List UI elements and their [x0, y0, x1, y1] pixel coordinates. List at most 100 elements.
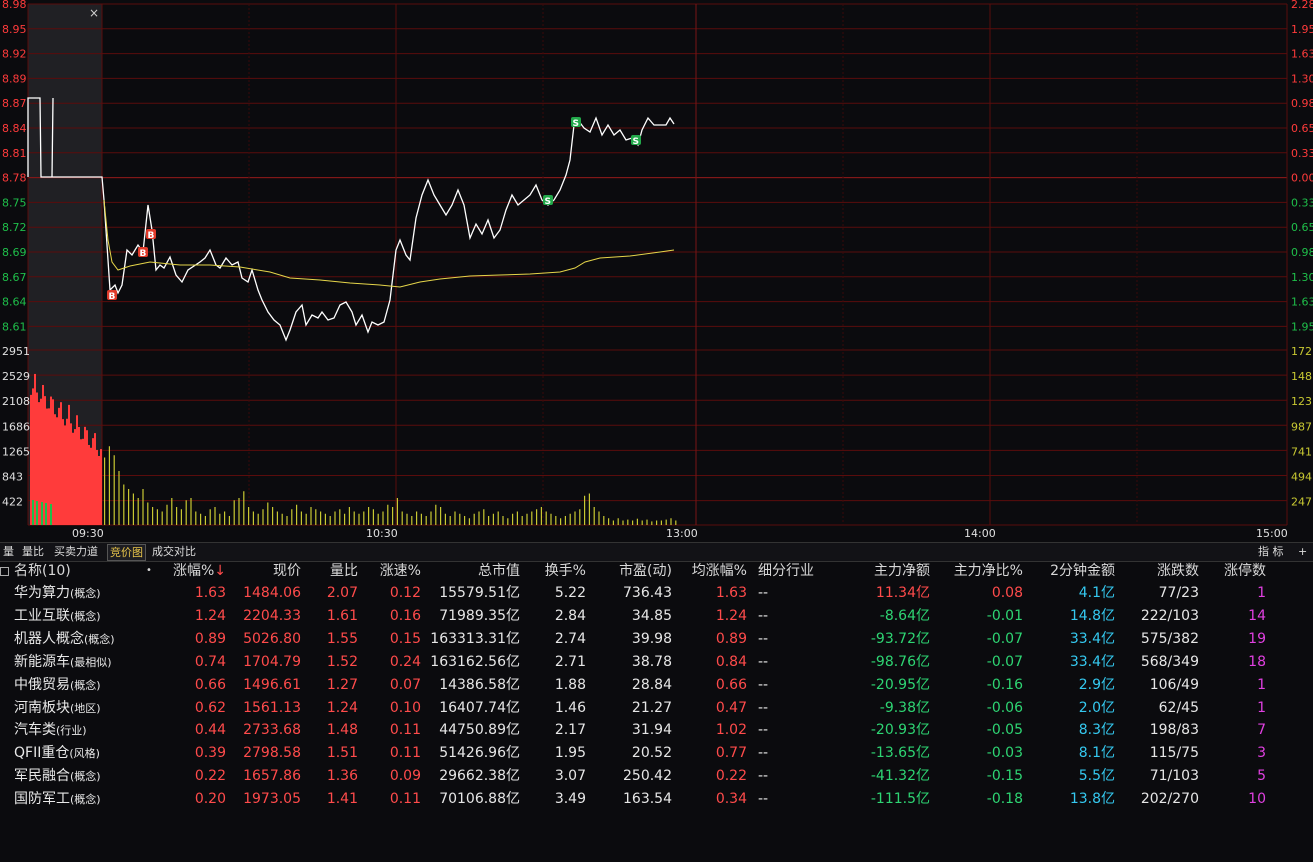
cell-netpct: -0.03: [986, 745, 1023, 762]
table-row[interactable]: 工业互联(概念) 1.24 2204.33 1.61 0.16 71989.35亿 2.84…: [0, 605, 1313, 628]
pct-tick-label: 1.30: [1291, 271, 1313, 284]
sector-tag: (概念): [84, 632, 115, 646]
auction-volume-bar: [92, 438, 94, 525]
column-header-price[interactable]: 现价: [273, 563, 301, 579]
column-header-pe[interactable]: 市盈(动): [619, 563, 672, 579]
auction-volume-bar: [48, 408, 50, 525]
volume-bar: [512, 513, 514, 525]
volume-bar: [488, 516, 490, 525]
sector-name: 工业互联: [14, 607, 70, 624]
trade-marker-label: S: [573, 119, 579, 129]
volume-bar: [315, 509, 317, 525]
auction-volume-bar: [60, 402, 62, 525]
cell-price: 1657.86: [243, 768, 301, 785]
add-icon[interactable]: +: [1298, 545, 1308, 558]
table-menu-icon[interactable]: [0, 560, 10, 582]
tab-4[interactable]: 成交对比: [152, 545, 196, 558]
indicator-tabs: 量量比 买卖力道 竞价图 成交对比 指 标 +: [0, 542, 1313, 562]
tab-0[interactable]: 量: [3, 545, 14, 558]
cell-limit: 3: [1257, 745, 1266, 762]
column-header-netpct[interactable]: 主力净比%: [953, 563, 1023, 579]
volume-bar: [190, 498, 192, 525]
auction-volume-bar: [66, 418, 68, 525]
table-row[interactable]: 河南板块(地区) 0.62 1561.13 1.24 0.10 16407.74亿 1.46…: [0, 697, 1313, 720]
column-header-speed[interactable]: 涨速%: [379, 563, 421, 579]
column-header-chg[interactable]: 涨幅%↓: [172, 563, 226, 579]
column-header-ind[interactable]: 细分行业: [758, 563, 814, 579]
indicator-button[interactable]: 指 标: [1258, 545, 1284, 558]
volume-bar: [492, 513, 494, 525]
table-row[interactable]: QFII重仓(风格) 0.39 2798.58 1.51 0.11 51426.96亿 1.…: [0, 742, 1313, 765]
table-row[interactable]: 新能源车(最相似) 0.74 1704.79 1.52 0.24 163162.56亿 2.…: [0, 651, 1313, 674]
volume-bar: [320, 511, 322, 525]
column-header-avg[interactable]: 均涨幅%: [691, 563, 747, 579]
volume-bar: [214, 507, 216, 525]
column-header-updown[interactable]: 涨跌数: [1157, 563, 1199, 579]
volume-bar: [564, 516, 566, 525]
volume-bar: [449, 516, 451, 525]
volume-bar: [228, 516, 230, 525]
cell-amt2: 33.4亿: [1069, 653, 1115, 670]
cell-chg: 0.44: [194, 722, 226, 739]
cell-speed: 0.11: [389, 791, 421, 808]
volume-bar: [243, 491, 245, 525]
volume-bar: [526, 513, 528, 525]
cell-updown: 71/103: [1149, 768, 1199, 785]
column-header-net[interactable]: 主力净额: [874, 563, 930, 579]
volume-tick-label: 1686: [2, 420, 30, 433]
volume-bar: [603, 516, 605, 525]
cell-updown: 115/75: [1149, 745, 1199, 762]
price-tick-label: 8.75: [2, 196, 27, 209]
cell-turn: 2.74: [554, 630, 586, 647]
volume-bar: [632, 520, 634, 525]
cell-net: -111.5亿: [870, 791, 930, 808]
auction-volume-bar: [45, 503, 47, 525]
column-header-name[interactable]: 名称(10): [14, 563, 71, 579]
volume-bar: [310, 507, 312, 525]
table-row[interactable]: 机器人概念(概念) 0.89 5026.80 1.55 0.15 163313.31亿 2.…: [0, 628, 1313, 651]
table-row[interactable]: 国防军工(概念) 0.20 1973.05 1.41 0.11 70106.88亿 3.49…: [0, 788, 1313, 811]
volume-bar: [660, 520, 662, 525]
buy-marker: [138, 247, 148, 257]
volume-bar: [195, 511, 197, 525]
column-header-dot[interactable]: •: [146, 565, 152, 576]
tab-1[interactable]: 量比: [22, 545, 44, 558]
table-row[interactable]: 华为算力(概念) 1.63 1484.06 2.07 0.12 15579.51亿 5.22…: [0, 582, 1313, 605]
volume-bar: [478, 511, 480, 525]
column-header-turn[interactable]: 换手%: [544, 563, 586, 579]
column-header-mcap[interactable]: 总市值: [478, 563, 520, 579]
cell-pe: 38.78: [631, 653, 672, 670]
cell-name: 机器人概念(概念): [14, 628, 134, 650]
cell-chg: 0.89: [194, 630, 226, 647]
cell-pe: 39.98: [631, 630, 672, 647]
tab-2[interactable]: 买卖力道: [54, 545, 98, 558]
column-header-amt2[interactable]: 2分钟金额: [1050, 563, 1115, 579]
volume-bar: [353, 511, 355, 525]
cell-speed: 0.10: [389, 699, 421, 716]
table-row[interactable]: 军民融合(概念) 0.22 1657.86 1.36 0.09 29662.38亿 3.07…: [0, 765, 1313, 788]
column-header-lb[interactable]: 量比: [330, 563, 358, 579]
sector-tag: (概念): [70, 678, 101, 692]
auction-volume-bar: [96, 449, 98, 525]
cell-turn: 2.17: [554, 722, 586, 739]
volume-bar: [598, 511, 600, 525]
table-row[interactable]: 中俄贸易(概念) 0.66 1496.61 1.27 0.07 14386.58亿 1.88…: [0, 674, 1313, 697]
column-header-limit[interactable]: 涨停数: [1224, 563, 1266, 579]
table-row[interactable]: 汽车类(行业) 0.44 2733.68 1.48 0.11 44750.89亿 2.17 3…: [0, 719, 1313, 742]
volume-bar: [440, 507, 442, 525]
cell-amt2: 14.8亿: [1069, 607, 1115, 624]
volume-right-tick-label: 987: [1291, 420, 1312, 433]
cell-amt2: 4.1亿: [1078, 585, 1115, 601]
cell-amt2: 8.3亿: [1078, 722, 1115, 739]
volume-bar: [137, 498, 139, 525]
volume-bar: [224, 511, 226, 525]
auction-volume-bar: [94, 433, 96, 525]
cell-lb: 1.24: [326, 699, 358, 716]
tab-3[interactable]: 竞价图: [107, 544, 146, 561]
cell-speed: 0.12: [389, 585, 421, 601]
cell-limit: 1: [1257, 676, 1266, 693]
volume-bar: [372, 509, 374, 525]
close-panel-icon[interactable]: ×: [89, 6, 99, 20]
time-axis-label: 14:00: [964, 527, 996, 540]
